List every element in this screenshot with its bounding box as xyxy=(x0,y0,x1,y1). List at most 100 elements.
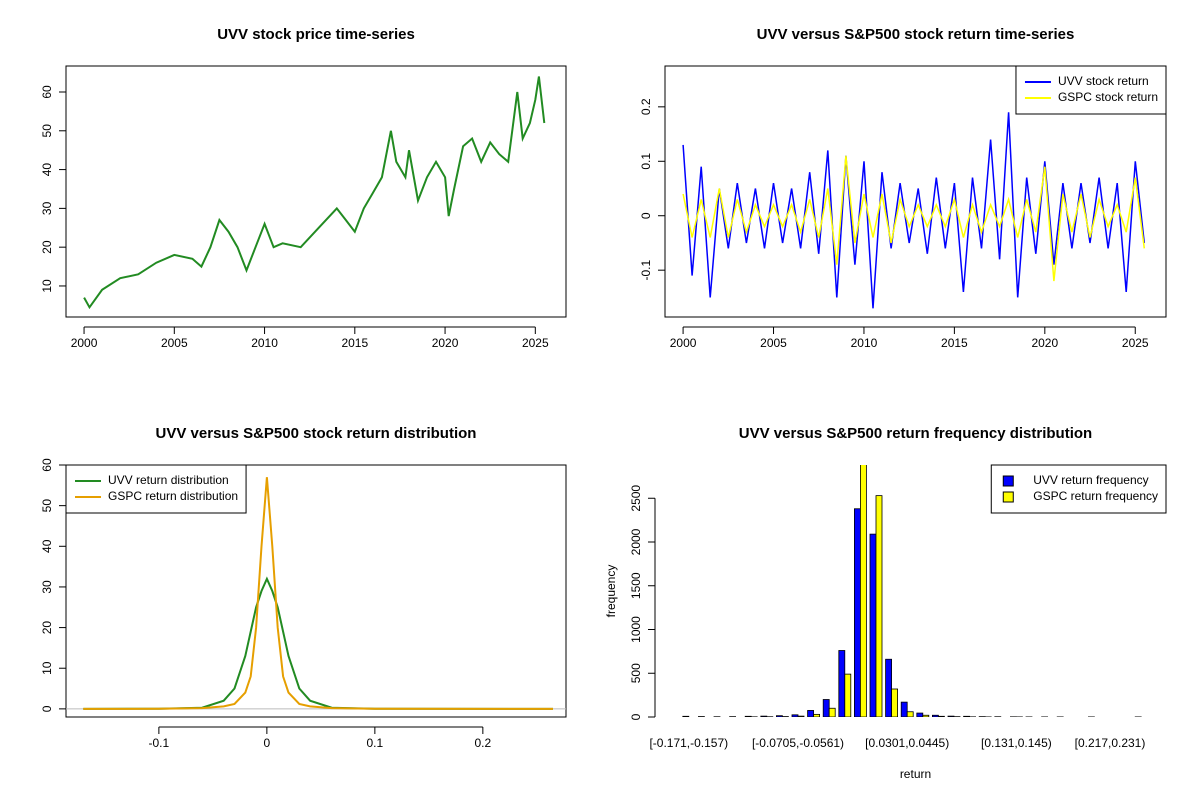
x-tick-label: [0.131,0.145) xyxy=(981,736,1052,750)
x-tick-label: 2015 xyxy=(341,336,368,350)
x-tick-label: [-0.171,-0.157) xyxy=(649,736,728,750)
legend-label: UVV return frequency xyxy=(1033,473,1148,487)
x-tick-label: [0.0301,0.0445) xyxy=(865,736,949,750)
x-axis-label: return xyxy=(900,767,931,781)
y-axis-label: frequency xyxy=(604,565,618,618)
y-tick-label: 1500 xyxy=(629,572,643,599)
y-tick-label: 1000 xyxy=(629,616,643,643)
legend-label: GSPC return frequency xyxy=(1033,489,1158,503)
plot xyxy=(682,112,1146,309)
x-tick-label: 2010 xyxy=(851,336,878,350)
x-tick-label: 2015 xyxy=(941,336,968,350)
x-tick-label: 2025 xyxy=(522,336,549,350)
bar xyxy=(869,533,877,717)
panel: UVV versus S&P500 stock return distribut… xyxy=(40,425,567,750)
x-tick-label: 0.1 xyxy=(367,736,384,750)
legend-swatch xyxy=(1002,491,1014,503)
bar xyxy=(791,714,799,717)
bar xyxy=(885,658,892,717)
legend: UVV return distribution GSPC return distr… xyxy=(65,464,247,514)
chart-title: UVV versus S&P500 return frequency distr… xyxy=(739,425,1092,442)
bar xyxy=(932,714,939,717)
y-tick-label: 60 xyxy=(40,85,54,99)
bar xyxy=(900,701,908,717)
panel: UVV stock price time-series 10 20 30 40 50 60 2… xyxy=(40,26,567,350)
bar xyxy=(682,715,690,717)
plot-box xyxy=(65,464,567,718)
bar xyxy=(760,715,768,717)
plot-box xyxy=(65,65,567,318)
y-tick-label: 2000 xyxy=(629,528,643,555)
y-tick-label: 20 xyxy=(40,240,54,254)
y-tick-label: -0.1 xyxy=(639,260,653,281)
y-tick-label: 50 xyxy=(40,499,54,513)
y-tick-label: 40 xyxy=(40,539,54,553)
legend-label: GSPC stock return xyxy=(1058,90,1158,104)
x-tick-label: [-0.0705,-0.0561) xyxy=(752,736,844,750)
x-tick-label: 2010 xyxy=(251,336,278,350)
y-tick-label: 10 xyxy=(40,279,54,293)
bar xyxy=(875,495,883,717)
bar xyxy=(797,715,805,717)
line xyxy=(682,155,1146,282)
x-tick-label: 0.2 xyxy=(475,736,492,750)
legend-box xyxy=(990,464,1167,514)
bar xyxy=(776,715,783,717)
legend: UVV return frequency GSPC return frequenc… xyxy=(990,464,1167,514)
legend-label: GSPC return distribution xyxy=(108,489,238,503)
bar xyxy=(938,715,945,717)
y-tick-label: 0 xyxy=(639,212,653,219)
bar xyxy=(916,712,924,717)
bar xyxy=(854,508,861,717)
plot xyxy=(682,465,1142,717)
x-tick-label: 2025 xyxy=(1122,336,1149,350)
chart-title: UVV versus S&P500 stock return distribut… xyxy=(156,425,477,442)
line xyxy=(83,76,546,310)
panel: UVV versus S&P500 return frequency distr… xyxy=(604,425,1167,781)
legend-box xyxy=(65,464,247,514)
y-tick-label: 50 xyxy=(40,124,54,138)
y-tick-label: 30 xyxy=(40,580,54,594)
bar xyxy=(813,713,820,717)
legend-label: UVV return distribution xyxy=(108,473,229,487)
x-tick-label: 2005 xyxy=(760,336,787,350)
y-tick-label: 2500 xyxy=(629,485,643,512)
y-tick-label: 0.1 xyxy=(639,153,653,170)
bar xyxy=(963,715,970,717)
y-tick-label: 40 xyxy=(40,163,54,177)
bar xyxy=(828,707,836,717)
chart-title: UVV stock price time-series xyxy=(217,26,415,43)
x-tick-label: 2000 xyxy=(71,336,98,350)
bar xyxy=(906,711,914,717)
y-tick-label: 20 xyxy=(40,621,54,635)
bar xyxy=(807,710,814,717)
x-tick-label: 2005 xyxy=(161,336,188,350)
legend-swatch xyxy=(1002,475,1014,487)
y-tick-label: 30 xyxy=(40,201,54,215)
panel: UVV versus S&P500 stock return time-seri… xyxy=(639,26,1167,350)
y-tick-label: 10 xyxy=(40,661,54,675)
legend: UVV stock return GSPC stock return xyxy=(1015,65,1167,115)
x-tick-label: [0.217,0.231) xyxy=(1075,736,1146,750)
y-tick-label: 0 xyxy=(629,713,643,720)
y-tick-label: 60 xyxy=(40,458,54,472)
plot xyxy=(83,76,546,310)
line xyxy=(83,477,554,710)
bar xyxy=(860,465,867,717)
bar xyxy=(744,715,752,717)
bar xyxy=(922,714,930,717)
y-tick-label: 0.2 xyxy=(639,98,653,115)
bar xyxy=(844,673,852,717)
bar xyxy=(822,699,830,717)
plot xyxy=(83,477,554,710)
legend-box xyxy=(1015,65,1167,115)
line xyxy=(83,576,554,710)
x-tick-label: 2020 xyxy=(432,336,459,350)
bar xyxy=(838,650,846,717)
bar xyxy=(947,715,955,717)
bar xyxy=(891,688,898,717)
chart-title: UVV versus S&P500 stock return time-seri… xyxy=(757,26,1075,43)
